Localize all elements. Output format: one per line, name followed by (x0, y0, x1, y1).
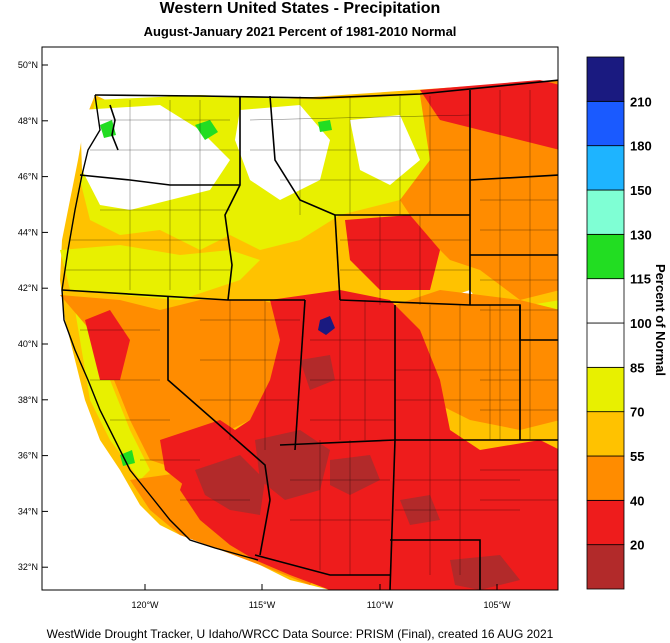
colorbar-swatch (586, 145, 625, 191)
lat-label: 48°N (18, 116, 38, 126)
colorbar-label: 85 (630, 360, 644, 375)
colorbar-label: 40 (630, 493, 644, 508)
latitude-axis: 50°N 48°N 46°N 44°N 42°N 40°N 38°N 36°N 34°N 32°N (18, 60, 48, 572)
colorbar-swatch (586, 366, 625, 413)
colorbar-swatch (586, 455, 625, 501)
lat-label: 36°N (18, 451, 38, 461)
source-footer: WestWide Drought Tracker, U Idaho/WRCC D… (46, 627, 554, 641)
lat-label: 40°N (18, 339, 38, 349)
colorbar-label: 180 (630, 139, 652, 154)
county-boundaries (65, 90, 558, 575)
lon-label: 110°W (367, 600, 394, 610)
lat-label: 32°N (18, 562, 38, 572)
colorbar-label: 130 (630, 227, 652, 242)
colorbar-swatch (586, 100, 625, 147)
coastline (61, 94, 259, 561)
precipitation-map (42, 47, 558, 590)
lat-label: 50°N (18, 60, 38, 70)
colorbar-swatch (586, 499, 625, 546)
colorbar: 20 40 55 70 85 100 115 130 150 180 210 (586, 56, 652, 590)
colorbar-swatch (586, 189, 625, 235)
lat-label: 46°N (18, 172, 38, 182)
colorbar-label: 70 (630, 405, 644, 420)
lat-label: 38°N (18, 395, 38, 405)
map-frame (41, 46, 559, 591)
colorbar-swatch (586, 278, 625, 324)
lon-label: 120°W (131, 600, 159, 610)
lat-label: 34°N (18, 506, 38, 516)
colorbar-label: 210 (630, 94, 652, 109)
colorbar-swatch (586, 233, 625, 280)
colorbar-label: 100 (630, 316, 652, 331)
longitude-axis: 120°W 115°W 110°W 105°W (131, 584, 511, 610)
colorbar-swatch (586, 411, 625, 457)
lon-label: 115°W (249, 600, 276, 610)
colorbar-label: 20 (630, 538, 644, 553)
map-title: Western United States - Precipitation (159, 0, 441, 17)
colorbar-title: Percent of Normal (653, 264, 668, 376)
lon-label: 105°W (483, 600, 511, 610)
lat-label: 42°N (18, 283, 38, 293)
colorbar-swatch (586, 544, 625, 590)
lat-label: 44°N (18, 227, 38, 237)
colorbar-label: 55 (630, 449, 644, 464)
colorbar-label: 150 (630, 183, 652, 198)
map-subtitle: August-January 2021 Percent of 1981-2010… (143, 24, 457, 39)
colorbar-swatch (586, 56, 625, 102)
colorbar-swatch (586, 322, 625, 368)
colorbar-label: 115 (630, 272, 651, 287)
